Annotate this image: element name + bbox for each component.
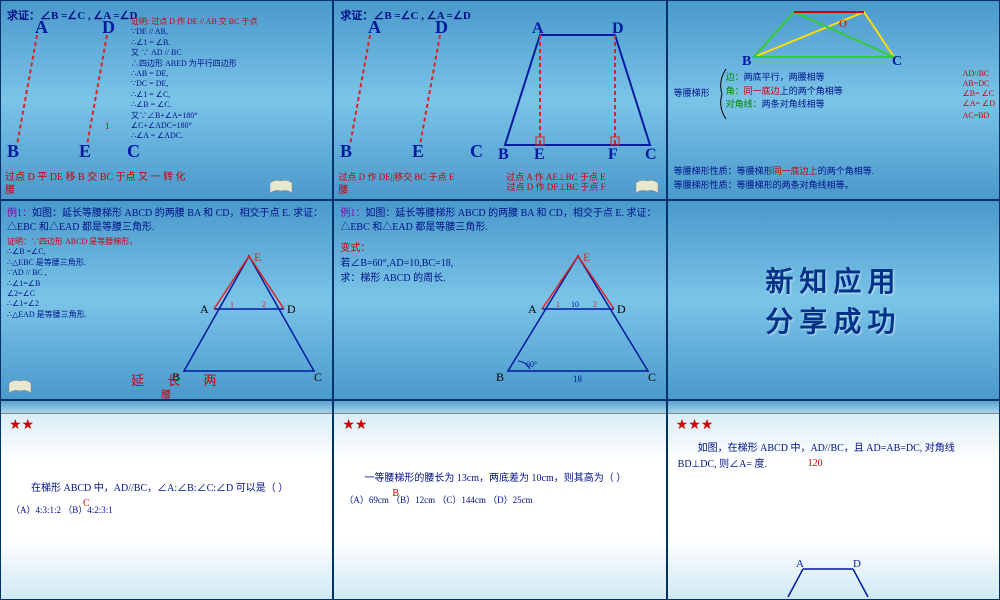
svg-text:C: C <box>648 370 656 384</box>
extended-trapezoid-4: E A D B C 1 2 <box>174 251 324 381</box>
svg-text:D: D <box>287 302 296 316</box>
svg-text:1: 1 <box>105 121 110 131</box>
svg-text:60°: 60° <box>526 360 537 369</box>
trapezoid-diagram-2b: A D B E F C <box>500 25 660 165</box>
svg-text:B: B <box>498 146 509 163</box>
svg-text:E: E <box>79 141 91 161</box>
svg-text:E: E <box>254 250 261 264</box>
trapezoid-diagram-1: A D B E C 1 <box>7 25 137 165</box>
svg-text:O: O <box>839 18 847 30</box>
svg-text:B: B <box>340 141 352 161</box>
svg-text:D: D <box>617 302 626 316</box>
property-1: 等腰梯形性质：等腰梯形同一底边上的两个角相等. <box>674 164 874 177</box>
book-icon <box>9 381 31 395</box>
svg-text:A: A <box>532 20 544 37</box>
svg-text:E: E <box>412 141 424 161</box>
example-1-text: 例1：如图：延长等腰梯形 ABCD 的两腰 BA 和 CD，相交于点 E. 求证… <box>7 207 326 235</box>
svg-text:A: A <box>528 302 537 316</box>
difficulty-stars: ★★ <box>9 417 34 434</box>
question-8: 一等腰梯形的腰长为 13cm，两底差为 10cm，则其高为（ ） B （A）69… <box>344 471 655 507</box>
difficulty-stars: ★★ <box>342 417 367 434</box>
book-icon <box>636 181 658 195</box>
slide-4: 例1：如图：延长等腰梯形 ABCD 的两腰 BA 和 CD，相交于点 E. 求证… <box>0 200 333 400</box>
svg-text:18: 18 <box>573 374 583 384</box>
svg-text:E: E <box>583 250 590 264</box>
svg-text:B: B <box>7 141 19 161</box>
svg-text:D: D <box>612 20 624 37</box>
slide-8: ★★ 一等腰梯形的腰长为 13cm，两底差为 10cm，则其高为（ ） B （A… <box>333 400 666 600</box>
slide-7: ★★ 在梯形 ABCD 中，AD//BC，∠A:∠B:∠C:∠D 可以是（ ） … <box>0 400 333 600</box>
svg-text:A: A <box>796 558 804 570</box>
slide-2: 求证：∠B =∠C , ∠A =∠D A D B E C A D B E F C… <box>333 0 666 200</box>
trapezoid-partial: A D <box>778 559 878 599</box>
slide-5: 例1：如图：延长等腰梯形 ABCD 的两腰 BA 和 CD，相交于点 E. 求证… <box>333 200 666 400</box>
example-1-text-5: 例1：如图：延长等腰梯形 ABCD 的两腰 BA 和 CD，相交于点 E. 求证… <box>340 207 659 235</box>
book-icon <box>270 181 292 195</box>
svg-text:A: A <box>200 302 209 316</box>
difficulty-stars: ★★★ <box>676 417 714 434</box>
svg-text:D: D <box>853 558 861 570</box>
properties-block: 等腰梯形 边：两底平行，两腰相等 角：同一底边上的两个角相等 对角线：两条对角线… <box>674 71 993 112</box>
svg-text:1: 1 <box>230 300 234 309</box>
slide-6: 新知应用 分享成功 <box>667 200 1000 400</box>
question-9: 如图，在梯形 ABCD 中，AD//BC，且 AD=AB=DC, 对角线 BD⊥… <box>678 441 989 473</box>
svg-text:C: C <box>314 370 322 384</box>
svg-text:C: C <box>127 141 140 161</box>
svg-text:A: A <box>35 17 48 37</box>
svg-text:C: C <box>645 146 657 163</box>
svg-text:A: A <box>368 17 381 37</box>
svg-text:2: 2 <box>262 300 266 309</box>
svg-text:1: 1 <box>556 300 560 309</box>
svg-text:C: C <box>470 141 483 161</box>
trapezoid-diagram-2a: A D B E C <box>340 25 490 165</box>
svg-text:D: D <box>102 17 115 37</box>
svg-text:D: D <box>435 17 448 37</box>
extended-trapezoid-5: E A D B C 1 10 2 60° 18 <box>498 251 658 381</box>
bottom-text-1: 过点 D 平 DE 移 B 交 BC 于点 又 一 转 化 <box>5 168 186 183</box>
svg-text:C: C <box>892 54 902 69</box>
section-title: 新知应用 分享成功 <box>765 260 901 340</box>
svg-text:E: E <box>534 146 545 163</box>
question-7: 在梯形 ABCD 中，AD//BC，∠A:∠B:∠C:∠D 可以是（ ） C （… <box>11 481 322 517</box>
slide-3: B C O 等腰梯形 边：两底平行，两腰相等 角：同一底边上的两个角相等 对角线… <box>667 0 1000 200</box>
svg-text:10: 10 <box>571 300 579 309</box>
slide-9: ★★★ 如图，在梯形 ABCD 中，AD//BC，且 AD=AB=DC, 对角线… <box>667 400 1000 600</box>
svg-text:F: F <box>608 146 618 163</box>
svg-text:B: B <box>496 370 504 384</box>
overlap-triangles: B C O <box>744 7 924 67</box>
svg-text:2: 2 <box>593 300 597 309</box>
proof-text-1: 证明: 过点 D 作 DE // AB 交 BC 于点 ∵DE // AB, ∴… <box>131 17 331 142</box>
slide-1: 求证：∠B =∠C , ∠A =∠D A D B E C 1 证明: 过点 D … <box>0 0 333 200</box>
property-2: 等腰梯形性质：等腰梯形的两条对角线相等。 <box>674 178 854 191</box>
svg-text:B: B <box>742 54 751 69</box>
